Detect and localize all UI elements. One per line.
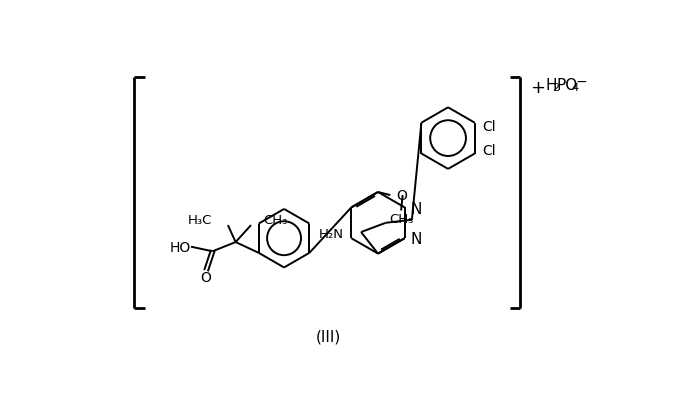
Text: CH₃: CH₃ [390,212,414,225]
Text: H₂N: H₂N [319,227,344,241]
Text: Cl: Cl [482,144,496,158]
Text: −: − [576,75,587,89]
Text: N: N [410,202,421,217]
Text: O: O [396,188,407,203]
Text: HO: HO [169,240,191,254]
Text: +: + [530,79,545,97]
Text: H₃C: H₃C [188,214,213,227]
Text: H: H [545,77,557,93]
Text: N: N [410,231,421,246]
Text: PO: PO [556,77,578,93]
Text: Cl: Cl [482,119,496,134]
Text: 4: 4 [571,83,578,93]
Text: 2: 2 [552,83,559,93]
Text: O: O [200,270,211,284]
Text: CH₃: CH₃ [263,214,288,227]
Text: (III): (III) [315,329,341,344]
